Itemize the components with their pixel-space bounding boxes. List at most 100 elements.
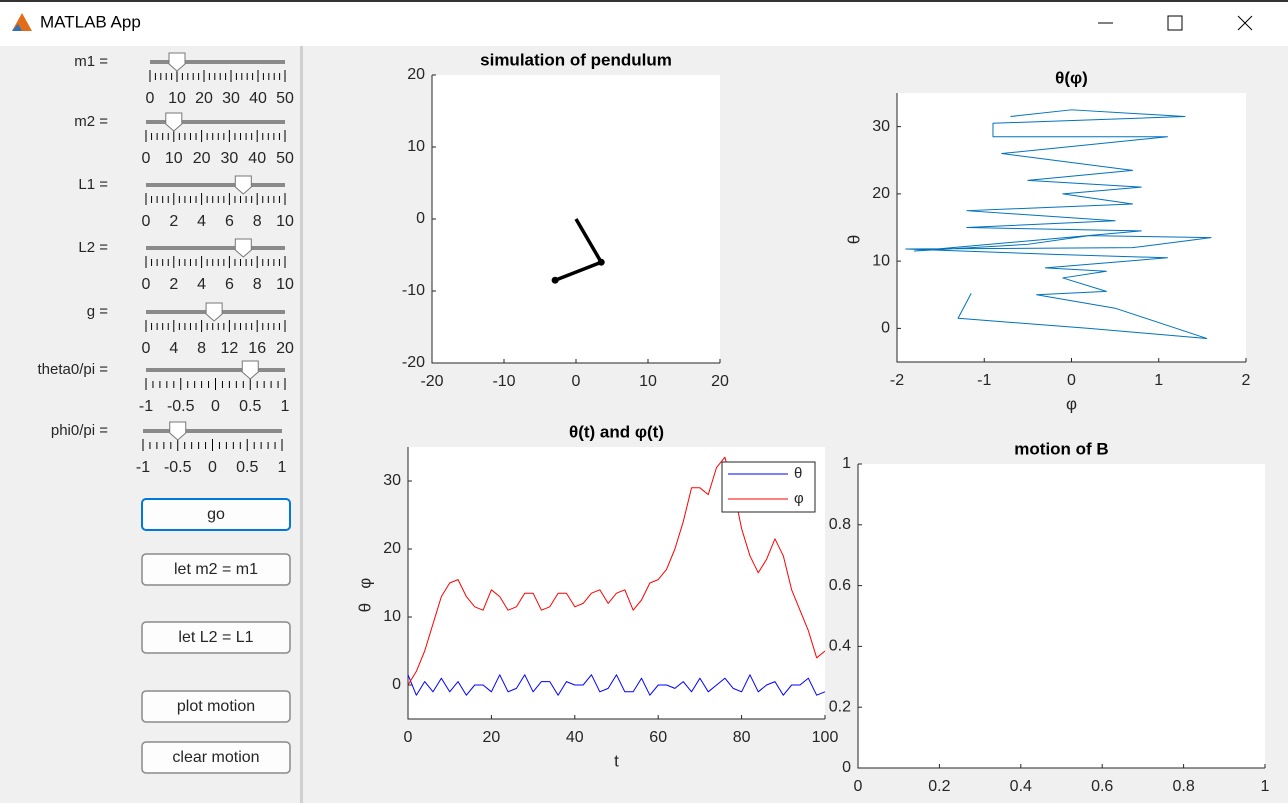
y-tick-label: -10 — [402, 282, 425, 299]
x-tick-label: -20 — [420, 373, 443, 390]
plot-area — [858, 464, 1265, 768]
x-tick-label: 80 — [733, 729, 751, 746]
title-bar — [0, 0, 1288, 46]
y-tick-label: 0 — [392, 676, 401, 693]
slider-tick-label: -1 — [139, 398, 153, 415]
legend — [721, 461, 816, 513]
slider-tick-label: 40 — [249, 90, 267, 107]
slider-tick-label: -0.5 — [164, 459, 192, 476]
x-tick-label: -10 — [492, 373, 515, 390]
button[interactable] — [141, 741, 291, 774]
legend-label: θ — [794, 465, 802, 482]
slider-tick-label: 30 — [222, 90, 240, 107]
x-tick-label: 1 — [1154, 372, 1163, 389]
button-label[interactable]: let m2 = m1 — [174, 561, 258, 578]
close-button[interactable] — [1237, 15, 1253, 31]
button-label[interactable]: go — [207, 506, 225, 523]
slider-label: L1 = — [78, 176, 108, 193]
axes-title: θ(φ) — [1055, 68, 1088, 87]
button-label[interactable]: clear motion — [172, 749, 259, 766]
window-title: MATLAB App — [40, 12, 141, 31]
slider-tick-label: 4 — [197, 276, 206, 293]
x-tick-label: 0 — [1067, 372, 1076, 389]
x-tick-label: 0 — [404, 729, 413, 746]
slider-tick-label: 40 — [248, 150, 266, 167]
slider-tick-label: 0 — [211, 398, 220, 415]
slider-tick-label: 10 — [276, 276, 294, 293]
x-tick-label: 0.8 — [1172, 778, 1194, 795]
slider-label: m2 = — [74, 113, 108, 130]
slider-tick-label: 1 — [281, 398, 290, 415]
x-tick-label: 2 — [1242, 372, 1251, 389]
y-tick-label: 0.4 — [829, 638, 851, 655]
slider-tick-label: 50 — [276, 150, 294, 167]
button[interactable] — [141, 690, 291, 723]
slider-tick-label: 16 — [248, 340, 266, 357]
y-tick-label: 0 — [881, 320, 890, 337]
slider-tick-label: 8 — [253, 276, 262, 293]
slider-thumb[interactable] — [168, 52, 186, 72]
x-tick-label: 40 — [566, 729, 584, 746]
button-label[interactable]: plot motion — [177, 698, 255, 715]
slider-tick-label: 50 — [276, 90, 294, 107]
slider-label: g = — [87, 303, 109, 320]
axes-title: θ(t) and φ(t) — [569, 422, 664, 441]
slider-tick-label: 0 — [142, 213, 151, 230]
plot-area — [897, 93, 1246, 362]
slider-tick-label: -1 — [136, 459, 150, 476]
slider-tick-label: 12 — [221, 340, 239, 357]
button[interactable] — [141, 553, 291, 586]
pendulum-bob — [551, 276, 559, 284]
slider-tick-label: 0 — [142, 340, 151, 357]
axes-title: simulation of pendulum — [480, 50, 672, 69]
y-tick-label: 20 — [383, 540, 401, 557]
slider-label: phi0/pi = — [51, 422, 108, 439]
slider-tick-label: 20 — [276, 340, 294, 357]
series-line — [407, 674, 826, 696]
slider-tick-label: 4 — [197, 213, 206, 230]
slider-thumb[interactable] — [234, 238, 252, 258]
pendulum-bob — [597, 258, 605, 266]
x-tick-label: 0.4 — [1010, 778, 1032, 795]
series-line — [407, 456, 826, 686]
slider-tick-label: 0 — [142, 150, 151, 167]
button[interactable] — [141, 621, 291, 654]
slider-thumb[interactable] — [205, 302, 223, 322]
slider-tick-label: 0 — [142, 276, 151, 293]
x-tick-label: 0.2 — [928, 778, 950, 795]
app-icon — [12, 13, 32, 31]
button[interactable] — [141, 498, 291, 531]
slider-tick-label: 20 — [193, 150, 211, 167]
x-axis-label: φ — [1066, 394, 1077, 413]
slider-tick-label: 2 — [169, 213, 178, 230]
slider-thumb[interactable] — [234, 175, 252, 195]
slider-tick-label: 10 — [168, 90, 186, 107]
y-tick-label: 0.2 — [829, 698, 851, 715]
slider-tick-label: 8 — [253, 213, 262, 230]
maximize-button[interactable] — [1167, 15, 1183, 31]
slider-tick-label: 10 — [165, 150, 183, 167]
y-tick-label: -20 — [402, 354, 425, 371]
y-axis-label: θ φ — [355, 578, 374, 613]
x-tick-label: 0.6 — [1091, 778, 1113, 795]
slider-tick-label: 2 — [169, 276, 178, 293]
trajectory — [905, 109, 1212, 339]
y-tick-label: 1 — [842, 455, 851, 472]
y-tick-label: 0.6 — [829, 577, 851, 594]
x-tick-label: 0 — [854, 778, 863, 795]
slider-label: theta0/pi = — [38, 361, 109, 378]
x-tick-label: 20 — [483, 729, 501, 746]
x-tick-label: 1 — [1261, 778, 1270, 795]
slider-thumb[interactable] — [165, 112, 183, 132]
button-label[interactable]: let L2 = L1 — [178, 629, 253, 646]
slider-thumb[interactable] — [241, 360, 259, 380]
slider-tick-label: 1 — [278, 459, 287, 476]
x-tick-label: 10 — [639, 373, 657, 390]
slider-tick-label: 0 — [146, 90, 155, 107]
y-tick-label: 30 — [872, 118, 890, 135]
slider-tick-label: 0.5 — [239, 398, 261, 415]
slider-thumb[interactable] — [169, 421, 187, 441]
x-tick-label: -1 — [977, 372, 991, 389]
y-tick-label: 10 — [407, 138, 425, 155]
